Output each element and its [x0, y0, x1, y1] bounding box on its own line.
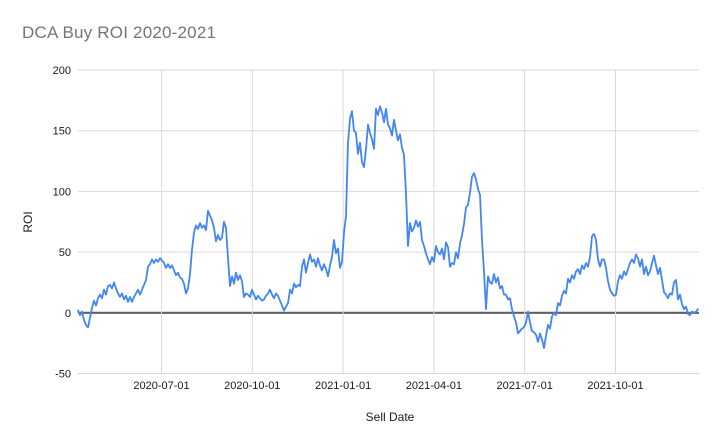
x-axis-tick-label: 2020-07-01 — [133, 380, 189, 392]
y-axis-tick-label: 200 — [53, 65, 71, 77]
y-axis-tick-label: 150 — [53, 126, 71, 138]
x-axis-tick-label: 2021-10-01 — [587, 380, 643, 392]
chart-title: DCA Buy ROI 2020-2021 — [22, 23, 217, 42]
y-axis-tick-label: -50 — [55, 369, 71, 381]
x-axis-tick-label: 2020-10-01 — [224, 380, 280, 392]
y-axis-title: ROI — [21, 211, 35, 233]
roi-line-series — [77, 105, 699, 349]
x-axis-tick-label: 2021-07-01 — [497, 380, 553, 392]
x-axis-title: Sell Date — [365, 410, 415, 424]
y-axis-tick-label: 100 — [53, 186, 71, 198]
x-axis-tick-label: 2021-04-01 — [406, 380, 462, 392]
y-axis-tick-label: 0 — [65, 308, 71, 320]
x-axis-tick-label: 2021-01-01 — [315, 380, 371, 392]
y-axis-tick-label: 50 — [59, 247, 71, 259]
